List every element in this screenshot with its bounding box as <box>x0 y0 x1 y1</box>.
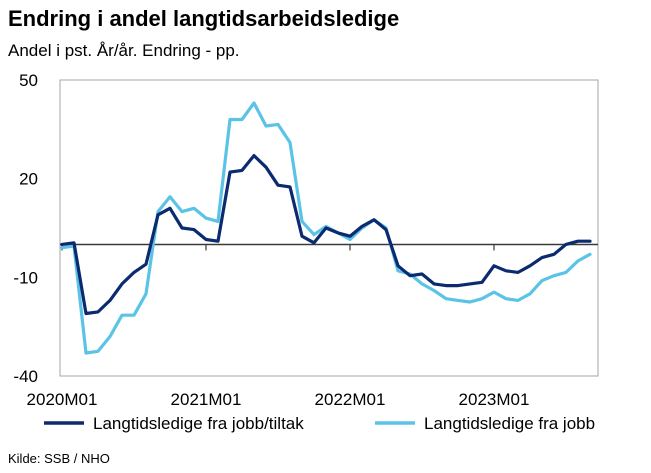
x-tick-label: 2022M01 <box>315 390 386 409</box>
x-tick-label: 2021M01 <box>171 390 242 409</box>
legend-label-1: Langtidsledige fra jobb/tiltak <box>93 414 304 433</box>
x-tick-label: 2020M01 <box>27 390 98 409</box>
legend: Langtidsledige fra jobb/tiltak Langtidsle… <box>44 414 595 433</box>
x-axis: 2020M01 2021M01 2022M01 2023M01 <box>27 390 530 409</box>
x-tick-label: 2023M01 <box>459 390 530 409</box>
legend-label-2: Langtidsledige fra jobb <box>424 414 595 433</box>
chart-title: Endring i andel langtidsarbeidsledige <box>8 6 400 31</box>
y-tick-label: 50 <box>19 71 38 90</box>
y-tick-label: -40 <box>13 367 38 386</box>
series-layer <box>60 101 592 355</box>
y-tick-label: -10 <box>13 268 38 287</box>
plot-frame <box>59 79 599 377</box>
chart-subtitle: Andel i pst. År/år. Endring - pp. <box>8 41 240 60</box>
series-line-2 <box>60 101 592 355</box>
y-tick-label: 20 <box>19 170 38 189</box>
source-note: Kilde: SSB / NHO <box>8 451 110 466</box>
x-axis-ticks <box>61 244 495 251</box>
series-line-1 <box>60 154 592 316</box>
y-axis: 50 20 -10 -40 <box>13 71 38 386</box>
